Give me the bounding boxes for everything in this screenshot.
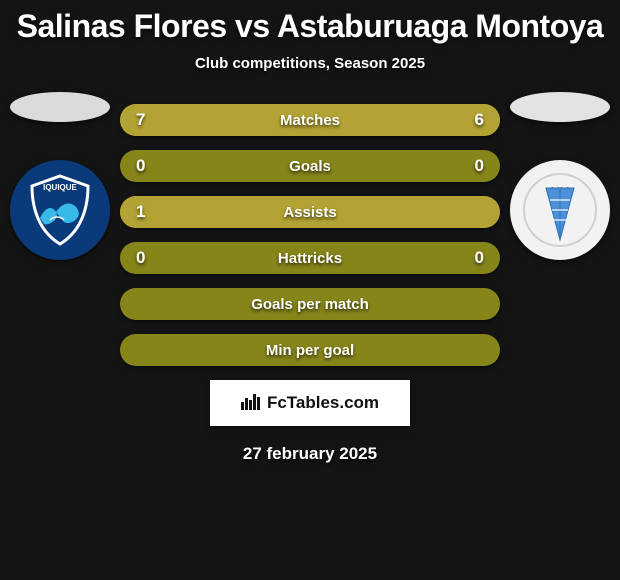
stat-value-right: 0 xyxy=(475,150,484,182)
team-badge-right: c u c xyxy=(510,160,610,260)
stat-label: Hattricks xyxy=(120,242,500,274)
stat-value-right: 6 xyxy=(475,104,484,136)
stat-value-left: 7 xyxy=(136,104,145,136)
stat-label: Goals per match xyxy=(120,288,500,320)
stat-label: Min per goal xyxy=(120,334,500,366)
stat-bar: Matches7 6 xyxy=(120,104,500,136)
stat-bar: Goals0 0 xyxy=(120,150,500,182)
stat-value-left: 1 xyxy=(136,196,145,228)
stat-value-left: 0 xyxy=(136,242,145,274)
stat-value-right: 0 xyxy=(475,242,484,274)
player-left-column: IQUIQUE xyxy=(0,92,120,260)
stat-label: Matches xyxy=(120,104,500,136)
team-badge-left: IQUIQUE xyxy=(10,160,110,260)
svg-text:IQUIQUE: IQUIQUE xyxy=(43,183,77,192)
stat-bar: Min per goal xyxy=(120,334,500,366)
bars-icon xyxy=(241,392,261,415)
stat-bars: Matches76Goals00Assists1Hattricks00Goals… xyxy=(120,104,500,366)
stat-label: Assists xyxy=(120,196,500,228)
player-left-ellipse xyxy=(10,92,110,122)
stat-bar: Hattricks0 0 xyxy=(120,242,500,274)
stat-value-left: 0 xyxy=(136,150,145,182)
stat-bar: Assists1 xyxy=(120,196,500,228)
player-right-ellipse xyxy=(510,92,610,122)
date-text: 27 february 2025 xyxy=(0,444,620,464)
player-right-column: c u c xyxy=(500,92,620,260)
page-subtitle: Club competitions, Season 2025 xyxy=(0,55,620,72)
brand-box[interactable]: FcTables.com xyxy=(210,380,410,426)
page-title: Salinas Flores vs Astaburuaga Montoya xyxy=(0,8,620,45)
stat-label: Goals xyxy=(120,150,500,182)
brand-text: FcTables.com xyxy=(267,393,379,413)
comparison-area: IQUIQUE c u c M xyxy=(0,104,620,366)
comparison-card: Salinas Flores vs Astaburuaga Montoya Cl… xyxy=(0,0,620,464)
u-catolica-logo-icon: c u c xyxy=(520,170,600,250)
iquique-logo-icon: IQUIQUE xyxy=(20,170,100,250)
stat-bar: Goals per match xyxy=(120,288,500,320)
